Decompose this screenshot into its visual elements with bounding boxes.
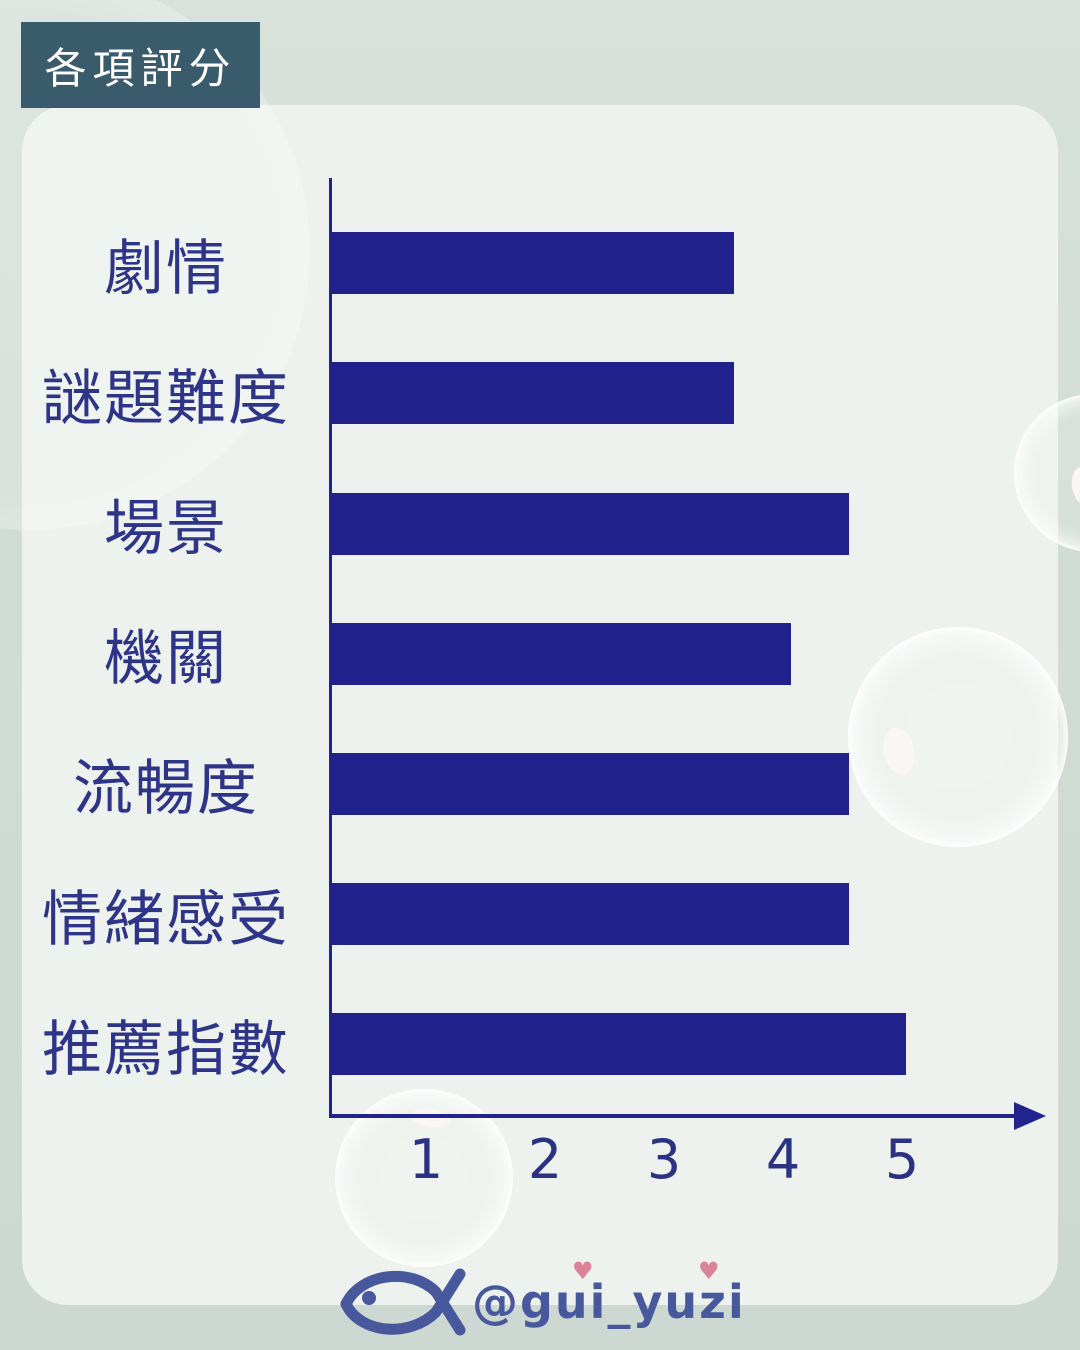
bubble-highlight	[1068, 464, 1080, 508]
bubble-icon	[848, 627, 1068, 847]
bar	[331, 492, 849, 555]
category-label: 流暢度	[73, 754, 259, 825]
bubble-highlight	[409, 1106, 453, 1130]
heart-icon: ♥	[698, 1257, 722, 1285]
bar	[331, 1013, 906, 1076]
bubble-icon	[335, 1089, 513, 1267]
axis-tick-label: 2	[527, 1128, 563, 1191]
category-label: 情緒感受	[42, 884, 290, 955]
category-label: 謎題難度	[42, 363, 290, 434]
axis-tick-label: 1	[408, 1128, 444, 1191]
author-signature: @gui_yuzi ♥ ♥	[338, 1252, 746, 1350]
axis-tick-label: 5	[884, 1128, 920, 1191]
axis-tick-label: 4	[765, 1128, 801, 1191]
axis-tick-label: 3	[646, 1128, 682, 1191]
x-axis-line	[329, 1114, 1022, 1118]
page-title: 各項評分	[44, 43, 237, 93]
heart-icon: ♥	[572, 1257, 596, 1285]
bar	[331, 362, 734, 425]
signature-handle[interactable]: @gui_yuzi ♥ ♥	[472, 1257, 746, 1329]
category-label: 場景	[104, 494, 228, 564]
bar	[331, 232, 734, 295]
category-label: 推薦指數	[42, 1014, 290, 1085]
category-label: 機關	[104, 624, 228, 695]
x-axis-arrow-icon	[1014, 1102, 1046, 1130]
category-label: 劇情	[104, 233, 228, 304]
bar	[331, 622, 791, 685]
y-axis-line	[329, 178, 332, 1118]
bar	[331, 883, 849, 946]
fish-doodle-icon	[340, 1268, 466, 1336]
bubble-highlight	[879, 724, 919, 778]
title-badge: 各項評分	[21, 22, 260, 108]
bar	[331, 752, 849, 815]
